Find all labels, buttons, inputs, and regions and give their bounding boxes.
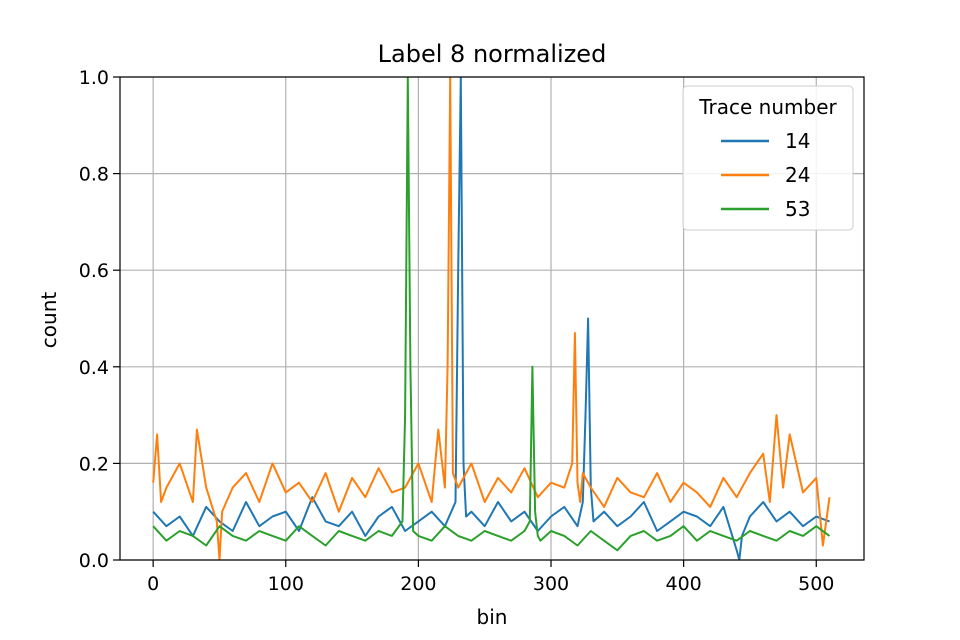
legend-items: 14 24 53: [721, 129, 810, 221]
legend-box: [682, 85, 854, 231]
series-layer: [152, 77, 831, 560]
plot-frame: [119, 76, 865, 561]
y-tick-label: 1.0: [79, 67, 109, 89]
series-line-24: [152, 77, 831, 560]
y-tick-label: 0.0: [79, 550, 109, 572]
y-tick-label: 0.6: [79, 260, 109, 282]
x-tick-label: 400: [666, 573, 702, 595]
series-line-53: [152, 77, 831, 552]
x-axis-label: bin: [477, 605, 508, 629]
series-line-14: [152, 77, 830, 560]
legend-label-14: 14: [785, 129, 810, 153]
y-tick-label: 0.4: [79, 357, 109, 379]
x-tick-label: 100: [268, 573, 304, 595]
x-tick-label: 300: [533, 573, 569, 595]
x-axis: 0 100 200 300 400 500: [147, 560, 834, 595]
chart-title: Label 8 normalized: [378, 40, 607, 68]
y-axis-label: count: [37, 292, 61, 349]
y-axis: 0.0 0.2 0.4 0.6 0.8 1.0: [79, 67, 120, 572]
x-tick-label: 500: [798, 573, 834, 595]
x-tick-label: 200: [400, 573, 436, 595]
legend: Trace number 14 24 53: [682, 85, 854, 231]
y-tick-label: 0.2: [79, 453, 109, 475]
x-tick-label: 0: [147, 573, 159, 595]
legend-title: Trace number: [698, 95, 837, 119]
legend-label-24: 24: [785, 163, 810, 187]
y-tick-label: 0.8: [79, 164, 109, 186]
legend-label-53: 53: [785, 197, 810, 221]
